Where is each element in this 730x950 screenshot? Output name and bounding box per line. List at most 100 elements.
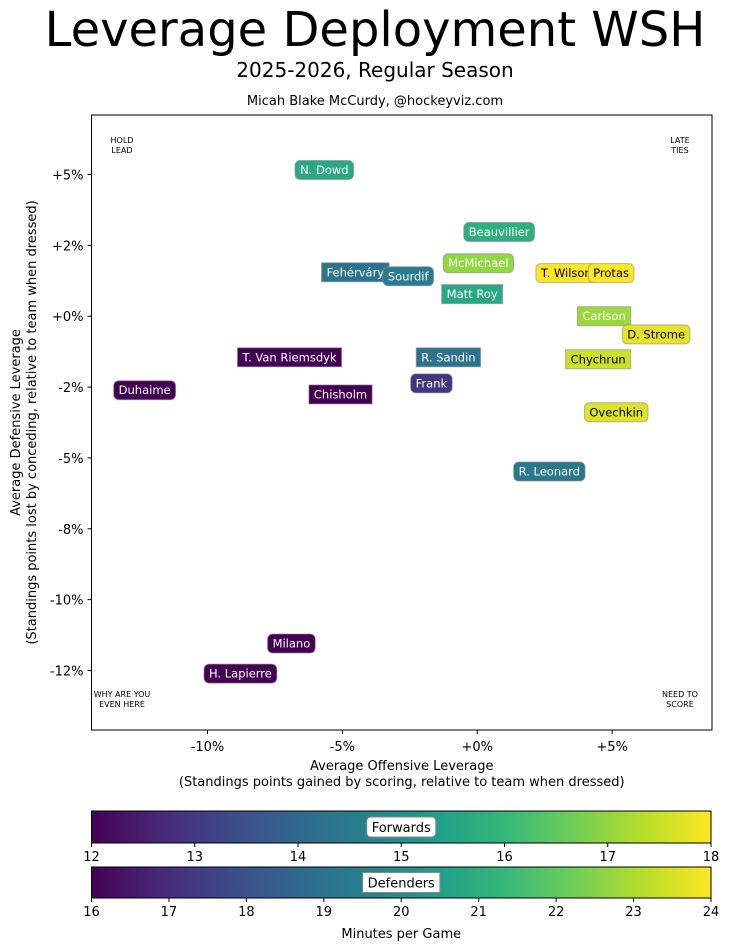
player-name: Beauvillier bbox=[469, 225, 530, 239]
x-axis-subtitle: (Standings points gained by scoring, rel… bbox=[179, 775, 625, 790]
colorbar-tick-label: 17 bbox=[161, 905, 178, 920]
colorbar-tick-label: 23 bbox=[625, 905, 642, 920]
colorbar-tick-label: 14 bbox=[290, 850, 307, 865]
y-tick-label: -10% bbox=[50, 594, 84, 609]
player-name: T. Van Riemsdyk bbox=[241, 350, 336, 364]
y-axis-subtitle: (Standings points lost by conceding, rel… bbox=[25, 200, 40, 644]
y-tick-label: -2% bbox=[58, 381, 83, 396]
forward-label-box bbox=[587, 263, 635, 284]
defender-label-box bbox=[308, 384, 373, 405]
defender-label-box bbox=[441, 284, 504, 305]
y-axis: +5% +2% +0% -2% -5% -8% -10% -12% bbox=[50, 169, 92, 679]
chart-subtitle: 2025-2026, Regular Season bbox=[236, 58, 514, 82]
plot-frame bbox=[91, 114, 713, 731]
player-label: D. Strome bbox=[621, 324, 691, 345]
player-label: Frank bbox=[410, 373, 453, 394]
player-name: Protas bbox=[593, 266, 629, 280]
x-axis: -10% -5% +0% +5% bbox=[191, 730, 628, 755]
colorbar-label-box bbox=[362, 872, 441, 893]
forward-label-box bbox=[513, 461, 586, 482]
player-label: Matt Roy bbox=[441, 284, 504, 305]
colorbar-tick-label: 21 bbox=[470, 905, 487, 920]
colorbar-tick-label: 20 bbox=[393, 905, 410, 920]
player-label: Chychrun bbox=[565, 349, 632, 370]
player-name: Sourdif bbox=[388, 269, 430, 283]
forward-label-box bbox=[294, 159, 355, 180]
corner-label-top-right: LATE bbox=[670, 136, 689, 145]
forward-label-box bbox=[113, 380, 177, 401]
forward-label-box bbox=[463, 222, 535, 243]
colorbar-tick-label: 13 bbox=[186, 850, 203, 865]
player-label: Ovechkin bbox=[583, 402, 649, 423]
player-labels: N. Dowd Beauvillier McMichael Fehérváry Sour… bbox=[113, 159, 691, 684]
player-label: Duhaime bbox=[113, 380, 177, 401]
colorbar-tick-label: 19 bbox=[316, 905, 333, 920]
player-name: Carlson bbox=[582, 309, 625, 323]
player-name: McMichael bbox=[448, 256, 508, 270]
player-name: Matt Roy bbox=[447, 287, 498, 301]
player-label: Fehérváry bbox=[321, 262, 390, 283]
player-name: R. Sandin bbox=[421, 350, 475, 364]
colorbar-tick-label: 15 bbox=[393, 850, 410, 865]
chart-title: Leverage Deployment WSH bbox=[44, 2, 706, 58]
y-tick-label: -12% bbox=[50, 664, 84, 679]
colorbar-tick-label: 22 bbox=[548, 905, 565, 920]
player-label: N. Dowd bbox=[294, 159, 355, 180]
corner-label-bottom-right: SCORE bbox=[666, 700, 694, 709]
y-tick-label: -8% bbox=[58, 523, 83, 538]
colorbar-label: Defenders bbox=[368, 877, 435, 892]
corner-label-top-left: HOLD bbox=[111, 136, 134, 145]
corner-label-top-right: TIES bbox=[670, 146, 688, 155]
corner-label-top-left: LEAD bbox=[111, 146, 132, 155]
player-name: N. Dowd bbox=[300, 163, 349, 177]
player-name: Ovechkin bbox=[589, 405, 643, 419]
player-name: D. Strome bbox=[627, 327, 685, 341]
x-tick-label: -10% bbox=[191, 740, 225, 755]
forward-label-box bbox=[583, 402, 649, 423]
player-label: R. Sandin bbox=[415, 347, 482, 368]
colorbar-tick-label: 16 bbox=[496, 850, 513, 865]
x-axis-title: Average Offensive Leverage bbox=[310, 759, 493, 774]
player-name: Chychrun bbox=[571, 352, 626, 366]
colorbars: 12 13 14 15 16 17 18 Forwards 16 17 18 19 20 21 22 23 24… bbox=[83, 810, 719, 920]
forward-label-box bbox=[382, 266, 435, 287]
player-label: Milano bbox=[267, 633, 316, 654]
player-label: Protas bbox=[587, 263, 635, 284]
player-label: McMichael bbox=[442, 253, 515, 274]
defender-label-box bbox=[565, 349, 632, 370]
plot-area: -10% -5% +0% +5% +5% +2% +0% -2% -5% -8% -10% -12%… bbox=[50, 114, 713, 755]
player-label: R. Leonard bbox=[513, 461, 586, 482]
player-name: Duhaime bbox=[119, 383, 171, 397]
player-name: Frank bbox=[416, 376, 448, 390]
player-label: Sourdif bbox=[382, 266, 435, 287]
defender-label-box bbox=[236, 347, 343, 368]
player-name: Fehérváry bbox=[327, 265, 385, 279]
colorbar-tick-label: 18 bbox=[238, 905, 255, 920]
y-axis-title: Average Defensive Leverage bbox=[9, 329, 24, 516]
colorbar-tick-label: 17 bbox=[599, 850, 616, 865]
y-tick-label: -5% bbox=[58, 452, 83, 467]
player-name: R. Leonard bbox=[519, 465, 580, 479]
chart-credit: Micah Blake McCurdy, @hockeyviz.com bbox=[246, 94, 504, 109]
forward-label-box bbox=[621, 324, 691, 345]
corner-label-bottom-left: EVEN HERE bbox=[99, 700, 145, 709]
colorbar-tick-label: 16 bbox=[83, 905, 100, 920]
y-tick-label: +0% bbox=[52, 310, 84, 325]
player-label: Carlson bbox=[576, 306, 632, 327]
forward-label-box bbox=[442, 253, 515, 274]
x-tick-label: +0% bbox=[462, 740, 494, 755]
forward-label-box bbox=[203, 663, 278, 684]
player-name: Chisholm bbox=[314, 387, 367, 401]
defender-label-box bbox=[576, 306, 632, 327]
colorbar-axis-title: Minutes per Game bbox=[341, 927, 461, 942]
y-tick-label: +2% bbox=[52, 239, 84, 254]
forward-label-box bbox=[267, 633, 316, 654]
corner-label-bottom-right: NEED TO bbox=[662, 690, 698, 699]
player-label: T. Van Riemsdyk bbox=[236, 347, 343, 368]
player-name: H. Lapierre bbox=[209, 667, 272, 681]
x-tick-label: -5% bbox=[330, 740, 355, 755]
y-tick-label: +5% bbox=[52, 169, 84, 184]
player-label: H. Lapierre bbox=[203, 663, 278, 684]
